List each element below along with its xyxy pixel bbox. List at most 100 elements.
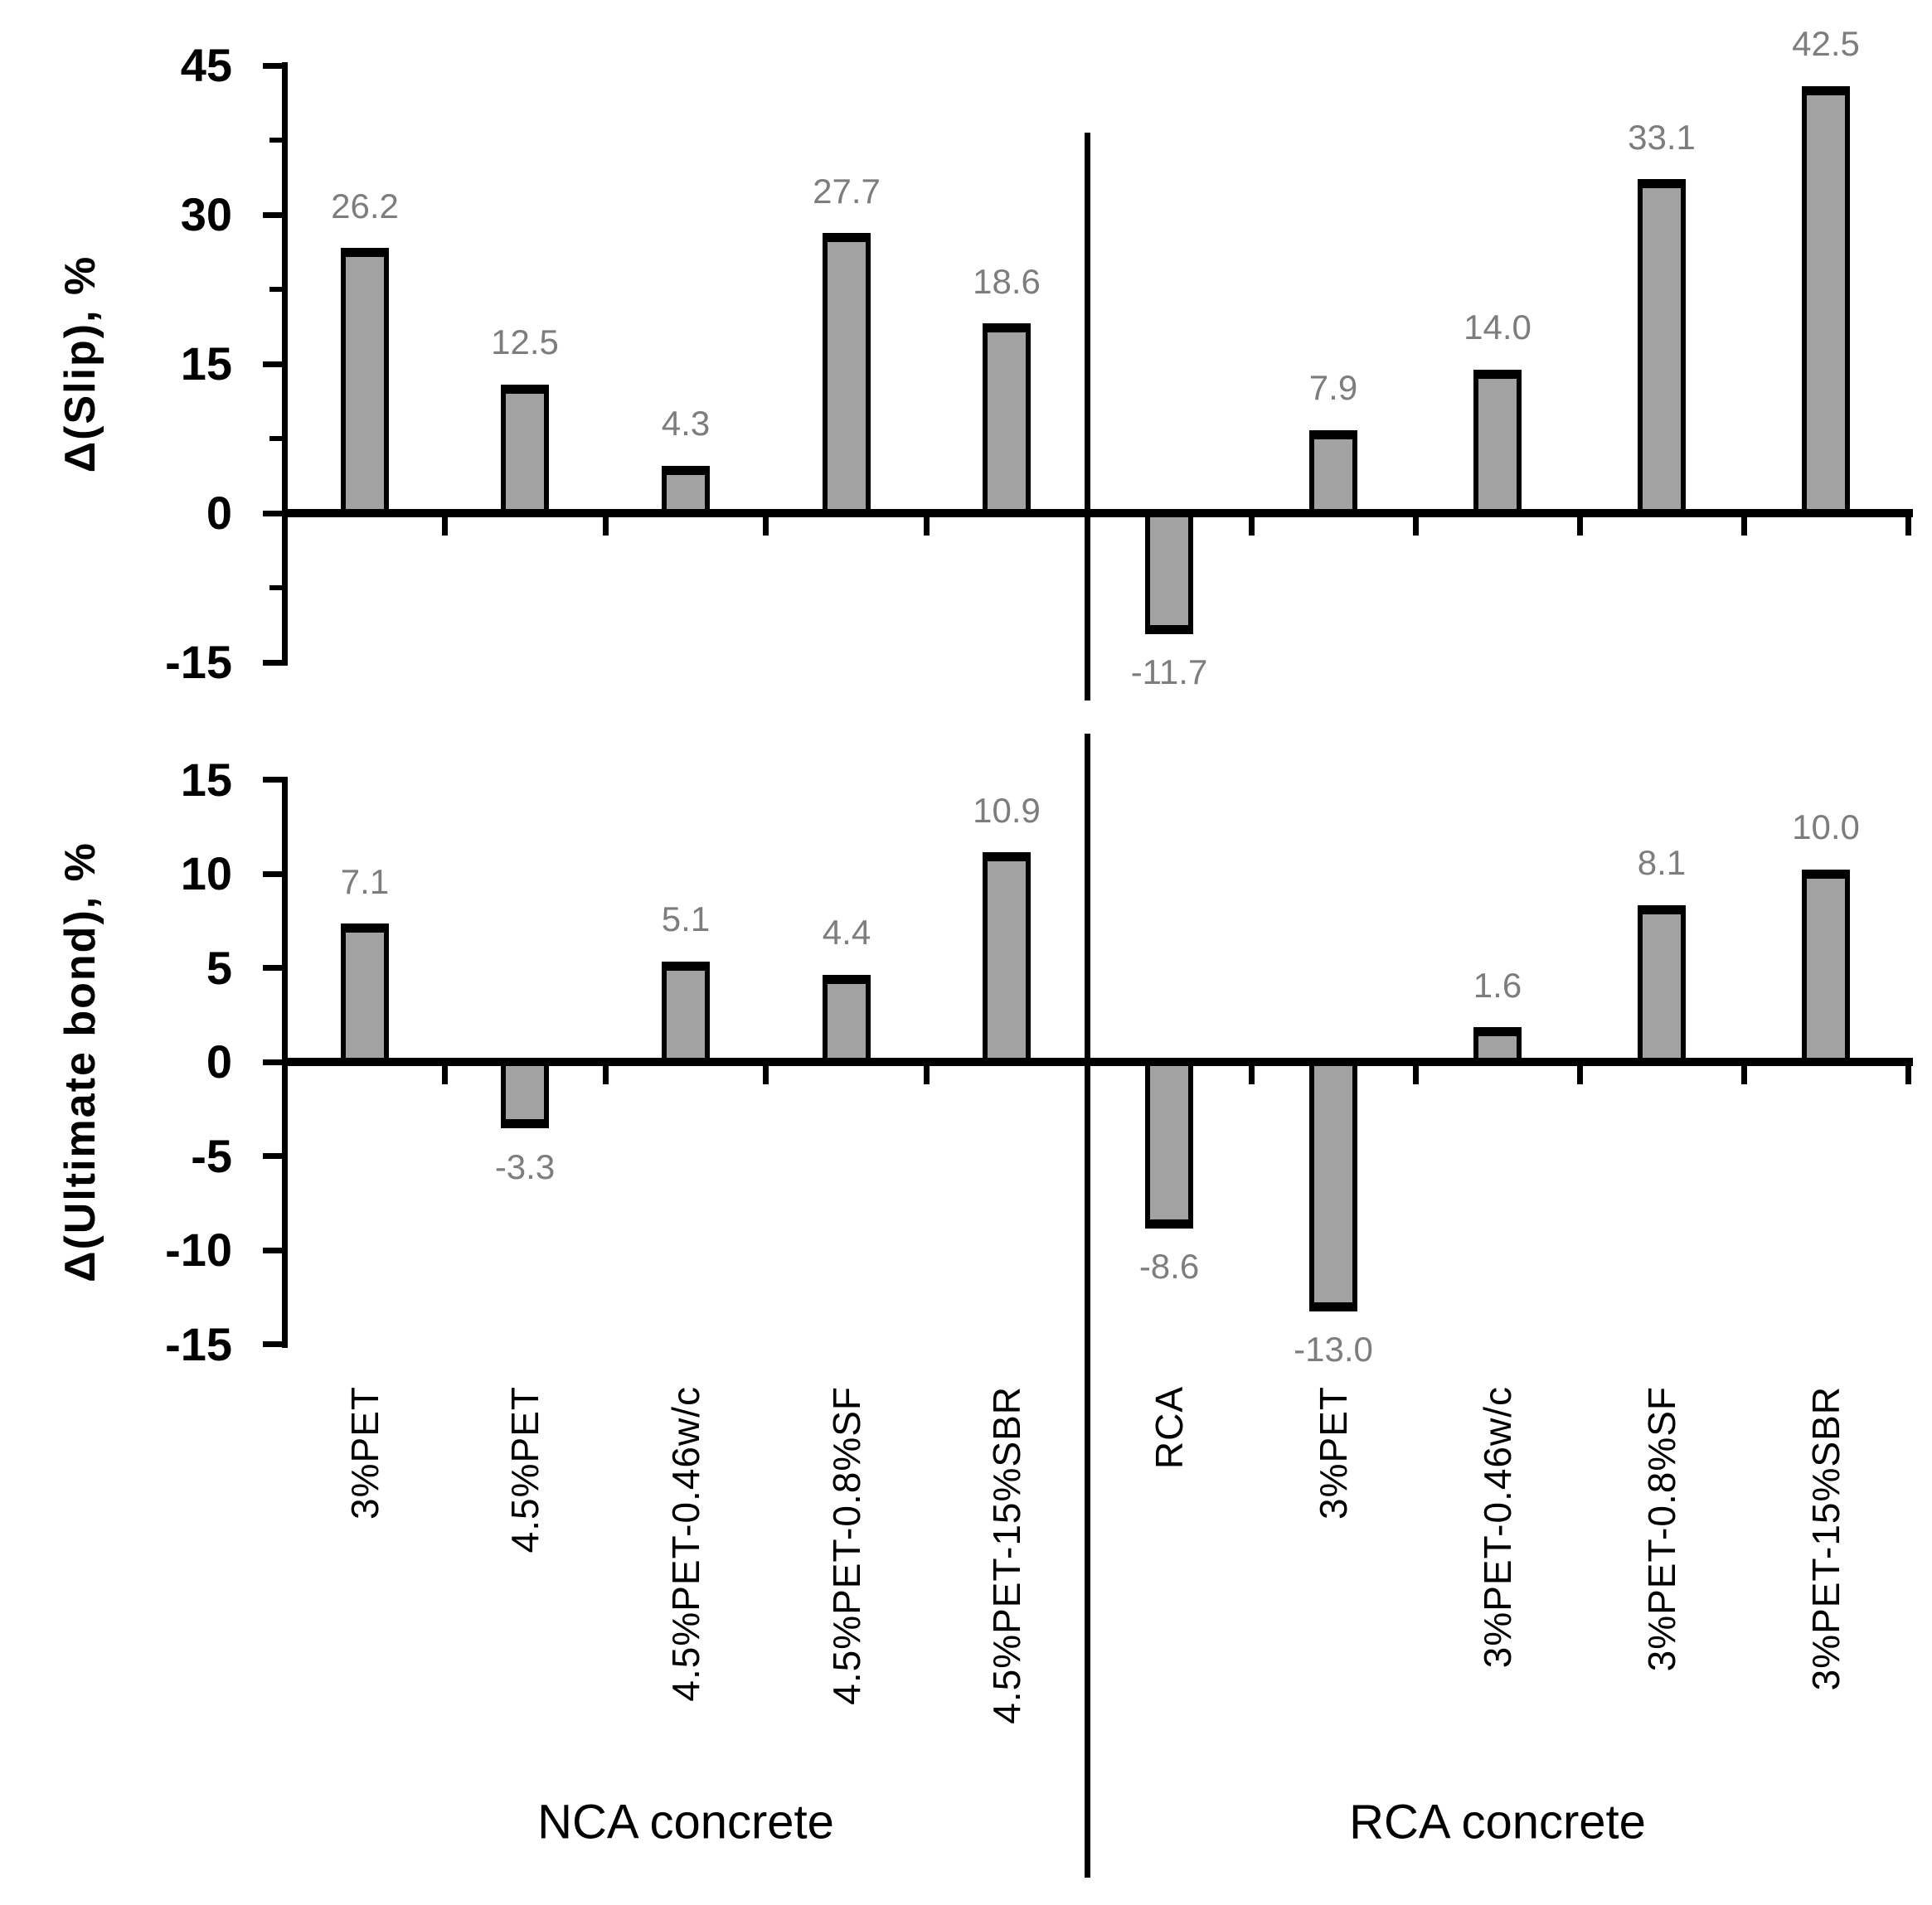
x-axis-line — [282, 1058, 1913, 1066]
category-label: 4.5%PET-0.46w/c — [664, 1386, 707, 1702]
x-tick — [1413, 1066, 1419, 1084]
bar-data-label: 4.3 — [661, 404, 711, 443]
group-divider — [1085, 734, 1090, 1878]
x-tick — [1741, 1066, 1747, 1084]
bar — [1473, 370, 1522, 517]
bar-data-label: 33.1 — [1628, 118, 1696, 157]
x-tick — [1905, 517, 1911, 536]
bar-data-label: 10.9 — [973, 791, 1041, 830]
category-label: 3%PET — [343, 1386, 386, 1520]
category-label: RCA — [1148, 1386, 1191, 1470]
bar — [1145, 509, 1193, 634]
bar — [1145, 1058, 1193, 1229]
y-minor-tick — [269, 585, 282, 590]
group-divider — [1085, 133, 1090, 700]
ultimate-bond-axis-title: Δ(Ultimate bond), % — [56, 841, 104, 1282]
x-tick — [603, 1066, 609, 1084]
y-tick-label: 30 — [180, 188, 232, 240]
y-minor-tick — [269, 287, 282, 292]
bar — [501, 1058, 549, 1128]
bar-data-label: 7.9 — [1308, 368, 1358, 407]
category-label: 3%PET — [1312, 1386, 1355, 1520]
bar-data-label: 18.6 — [973, 262, 1041, 301]
bar — [1638, 905, 1686, 1066]
x-tick — [1413, 517, 1419, 536]
y-major-tick — [263, 1153, 282, 1159]
bar-data-label: 12.5 — [491, 322, 559, 361]
y-tick-label: 15 — [180, 754, 232, 806]
category-label: 3%PET-15%SBR — [1804, 1386, 1847, 1691]
slip-axis-title: Δ(Slip), % — [56, 254, 104, 473]
bar-data-label: 8.1 — [1637, 843, 1687, 882]
y-tick-label: -15 — [165, 636, 232, 688]
bar-data-label: 4.4 — [822, 913, 871, 952]
x-tick — [763, 1066, 769, 1084]
bar-data-label: 42.5 — [1792, 24, 1860, 63]
y-major-tick — [263, 965, 282, 971]
x-tick — [924, 1066, 930, 1084]
bar — [1638, 179, 1686, 517]
bar — [662, 466, 710, 517]
nca-group-label: NCA concrete — [537, 1795, 834, 1849]
y-tick-label: -10 — [165, 1224, 232, 1276]
x-axis-line — [282, 509, 1913, 517]
x-tick — [1249, 1066, 1255, 1084]
bar — [341, 248, 389, 517]
bar-data-label: 27.7 — [813, 172, 881, 211]
y-major-tick — [263, 871, 282, 877]
bar-data-label: 1.6 — [1473, 966, 1522, 1005]
category-label: 3%PET-0.8%SF — [1640, 1386, 1683, 1672]
y-major-tick — [263, 660, 282, 666]
bar — [983, 852, 1031, 1066]
bar-data-label: 10.0 — [1792, 807, 1860, 846]
y-tick-label: -15 — [165, 1318, 232, 1370]
bar — [1802, 86, 1850, 517]
y-tick-label: 0 — [206, 1035, 232, 1088]
bar — [341, 923, 389, 1066]
x-tick — [1741, 517, 1747, 536]
x-tick — [442, 517, 448, 536]
bar-data-label: -13.0 — [1294, 1330, 1373, 1369]
y-tick-label: -5 — [191, 1130, 232, 1182]
category-label: 4.5%PET — [503, 1386, 546, 1554]
x-tick — [1905, 1066, 1911, 1084]
bar-data-label: 7.1 — [340, 862, 390, 901]
y-major-tick — [263, 63, 282, 69]
y-tick-label: 5 — [206, 942, 232, 994]
y-tick-label: 10 — [180, 847, 232, 899]
y-tick-label: 45 — [180, 39, 232, 91]
bar — [501, 385, 549, 517]
y-major-tick — [263, 212, 282, 218]
rca-group-label: RCA concrete — [1349, 1795, 1646, 1849]
category-label: 4.5%PET-15%SBR — [985, 1386, 1028, 1724]
x-tick — [603, 517, 609, 536]
bar-data-label: 5.1 — [661, 899, 711, 938]
y-major-tick — [263, 511, 282, 516]
x-tick — [1249, 517, 1255, 536]
x-tick — [763, 517, 769, 536]
category-label: 4.5%PET-0.8%SF — [825, 1386, 868, 1705]
y-axis-line — [282, 62, 288, 666]
y-tick-label: 15 — [180, 337, 232, 390]
bar — [662, 962, 710, 1066]
bar-data-label: 14.0 — [1464, 308, 1532, 347]
x-tick — [1577, 517, 1583, 536]
y-axis-line — [282, 777, 288, 1348]
x-tick — [1577, 1066, 1583, 1084]
bar — [823, 233, 871, 517]
x-tick — [442, 1066, 448, 1084]
bar-data-label: -8.6 — [1138, 1247, 1200, 1286]
bar-data-label: -3.3 — [494, 1147, 556, 1186]
y-major-tick — [263, 361, 282, 367]
y-major-tick — [263, 777, 282, 783]
bar — [823, 975, 871, 1066]
y-minor-tick — [269, 436, 282, 441]
x-tick — [282, 517, 288, 536]
bar — [983, 323, 1031, 517]
y-major-tick — [263, 1248, 282, 1253]
y-minor-tick — [269, 138, 282, 143]
y-major-tick — [263, 1059, 282, 1065]
bar — [1309, 1058, 1357, 1311]
bar-data-label: 26.2 — [331, 187, 399, 225]
